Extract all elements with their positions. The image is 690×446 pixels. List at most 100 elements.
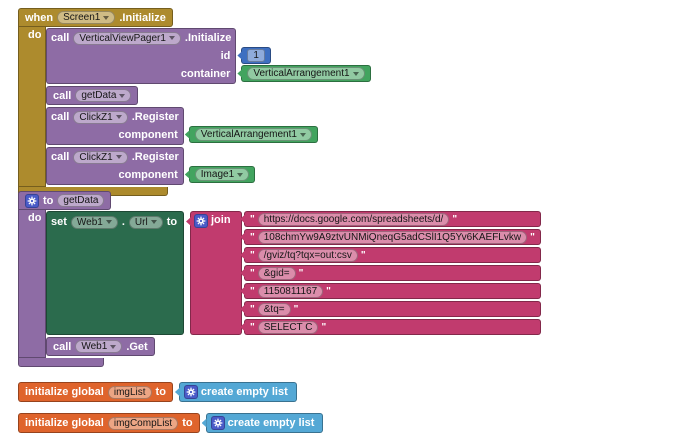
set-web1-url-block[interactable]: set Web1 . Url to — [46, 211, 184, 335]
procedure-header[interactable]: to getData — [18, 191, 112, 210]
procedure-name-field[interactable]: getData — [57, 194, 105, 207]
global-name-field[interactable]: imgCompList — [107, 416, 179, 430]
component-dropdown-value: VerticalArrangement1 — [253, 68, 350, 79]
param-component-label: component — [118, 128, 178, 141]
procedure-name-value: getData — [63, 195, 99, 206]
event-name-label: .Initialize — [119, 11, 166, 24]
string-text-field[interactable]: SELECT C — [257, 320, 319, 334]
when-block-header[interactable]: when Screen1 .Initialize — [18, 8, 173, 27]
dropdown-arrow-icon — [115, 155, 122, 159]
verticalarrangement-component-block[interactable]: VerticalArrangement1 — [241, 65, 371, 82]
mutator-gear-icon[interactable] — [25, 193, 39, 208]
procedure-dropdown[interactable]: getData — [75, 89, 132, 102]
do-label: do — [28, 29, 42, 41]
call-getdata-block[interactable]: call getData — [46, 86, 139, 105]
clickz1-dropdown[interactable]: ClickZ1 — [73, 150, 128, 164]
text-string-block[interactable]: " &gid= " — [244, 265, 541, 281]
dot-separator: . — [121, 216, 125, 228]
string-text-field[interactable]: /gviz/tq?tqx=out:csv — [257, 248, 358, 262]
text-string-block[interactable]: " &tq= " — [244, 301, 541, 317]
text-string-block[interactable]: " https://docs.google.com/spreadsheets/d… — [244, 211, 541, 227]
global-name-field[interactable]: imgList — [107, 385, 152, 399]
method-name-label: .Initialize — [184, 32, 232, 44]
dropdown-arrow-icon — [115, 115, 122, 119]
close-quote: " — [321, 321, 327, 333]
dropdown-arrow-icon — [352, 71, 359, 76]
number-block[interactable]: 1 — [241, 47, 271, 64]
method-name-label: .Get — [126, 340, 148, 353]
initialize-global-imgcomplist-block[interactable]: initialize global imgCompList to — [18, 413, 200, 433]
web1-dropdown[interactable]: Web1 — [70, 215, 118, 229]
component-dropdown[interactable]: VerticalArrangement1 — [247, 67, 365, 80]
component-dropdown-value: VerticalArrangement1 — [200, 129, 297, 140]
text-string-block[interactable]: " SELECT C " — [244, 319, 541, 335]
dropdown-arrow-icon — [119, 93, 126, 98]
string-text-field[interactable]: https://docs.google.com/spreadsheets/d/ — [257, 212, 450, 226]
param-component-label: component — [118, 168, 178, 181]
string-text-field[interactable]: 108chmYw9A9ztvUNMiQneqG5adCSlI1Q5Yv6KAEF… — [257, 230, 528, 244]
initialize-global-imglist-block[interactable]: initialize global imgList to — [18, 382, 173, 402]
component-dropdown[interactable]: Image1 — [194, 168, 250, 181]
close-quote: " — [452, 213, 458, 225]
dropdown-arrow-icon — [237, 172, 244, 177]
param-container-label: container — [180, 67, 231, 80]
text-string-block[interactable]: " 1150811167 " — [244, 283, 541, 299]
string-text-field[interactable]: &tq= — [257, 302, 291, 316]
call-clickz1-register-image-block[interactable]: call ClickZ1 .Register component Ima — [46, 147, 256, 185]
to-keyword-label: to — [43, 194, 54, 207]
close-quote: " — [326, 285, 331, 297]
method-name-label: .Register — [131, 111, 179, 123]
string-text-field[interactable]: 1150811167 — [257, 284, 324, 298]
create-empty-list-label: create empty list — [227, 417, 315, 429]
close-quote: " — [530, 231, 535, 243]
image1-component-block[interactable]: Image1 — [188, 166, 256, 183]
text-string-block[interactable]: " /gviz/tq?tqx=out:csv " — [244, 247, 541, 263]
create-empty-list-block[interactable]: create empty list — [205, 413, 324, 433]
component-dropdown[interactable]: VerticalArrangement1 — [194, 128, 312, 141]
text-string-block[interactable]: " 108chmYw9A9ztvUNMiQneqG5adCSlI1Q5Yv6KA… — [244, 229, 541, 245]
procedure-dropdown-value: getData — [81, 90, 117, 101]
join-block[interactable]: join " https://docs.google.com/spreadshe… — [190, 211, 541, 335]
mutator-gear-icon[interactable] — [194, 214, 208, 228]
initialize-global-keyword-label: initialize global — [25, 386, 104, 398]
initialize-global-keyword-label: initialize global — [25, 417, 104, 429]
verticalviewpager-dropdown[interactable]: VerticalViewPager1 — [73, 31, 181, 45]
dropdown-arrow-icon — [103, 15, 110, 20]
call-keyword-label: call — [53, 340, 72, 353]
initialize-global-imgcomplist-row[interactable]: initialize global imgCompList to create … — [18, 413, 324, 433]
dropdown-arrow-icon — [150, 220, 157, 224]
verticalarrangement-component-block[interactable]: VerticalArrangement1 — [188, 126, 318, 143]
call-keyword-label: call — [53, 89, 72, 102]
to-keyword-label: to — [155, 386, 166, 398]
call-clickz1-register-arrangement-block[interactable]: call ClickZ1 .Register component Ver — [46, 107, 318, 145]
open-quote: " — [250, 321, 255, 333]
clickz1-dropdown[interactable]: ClickZ1 — [73, 110, 128, 124]
web1-dropdown-value: Web1 — [76, 216, 103, 228]
open-quote: " — [250, 213, 255, 225]
clickz1-dropdown-value: ClickZ1 — [79, 151, 113, 163]
call-web1-get-block[interactable]: call Web1 .Get — [46, 337, 155, 356]
string-text-field[interactable]: &gid= — [257, 266, 296, 280]
mutator-gear-icon[interactable] — [210, 416, 225, 430]
screen-dropdown[interactable]: Screen1 — [57, 11, 116, 24]
url-property-dropdown[interactable]: Url — [128, 215, 163, 229]
number-value-field[interactable]: 1 — [247, 49, 265, 62]
procedure-block-footer — [18, 358, 104, 367]
web1-dropdown[interactable]: Web1 — [75, 340, 123, 353]
dropdown-arrow-icon — [105, 220, 112, 224]
method-name-label: .Register — [131, 151, 179, 163]
call-verticalviewpager-initialize-block[interactable]: call VerticalViewPager1 .Initialize id 1 — [46, 28, 371, 84]
close-quote: " — [293, 303, 299, 315]
create-empty-list-block[interactable]: create empty list — [178, 382, 297, 402]
do-spine: do — [18, 210, 46, 358]
when-screen-initialize-block[interactable]: when Screen1 .Initialize do call Vertica… — [18, 8, 371, 196]
component-dropdown-value: Image1 — [200, 169, 235, 180]
initialize-global-imglist-row[interactable]: initialize global imgList to create empt… — [18, 382, 297, 402]
join-block-header[interactable]: join — [190, 211, 242, 335]
call-keyword-label: call — [51, 32, 70, 44]
global-name-value: imgList — [113, 386, 146, 398]
procedure-getdata-block[interactable]: to getData do set Web1 — [18, 191, 541, 367]
mutator-gear-icon[interactable] — [183, 385, 198, 399]
dropdown-arrow-icon — [299, 132, 306, 137]
